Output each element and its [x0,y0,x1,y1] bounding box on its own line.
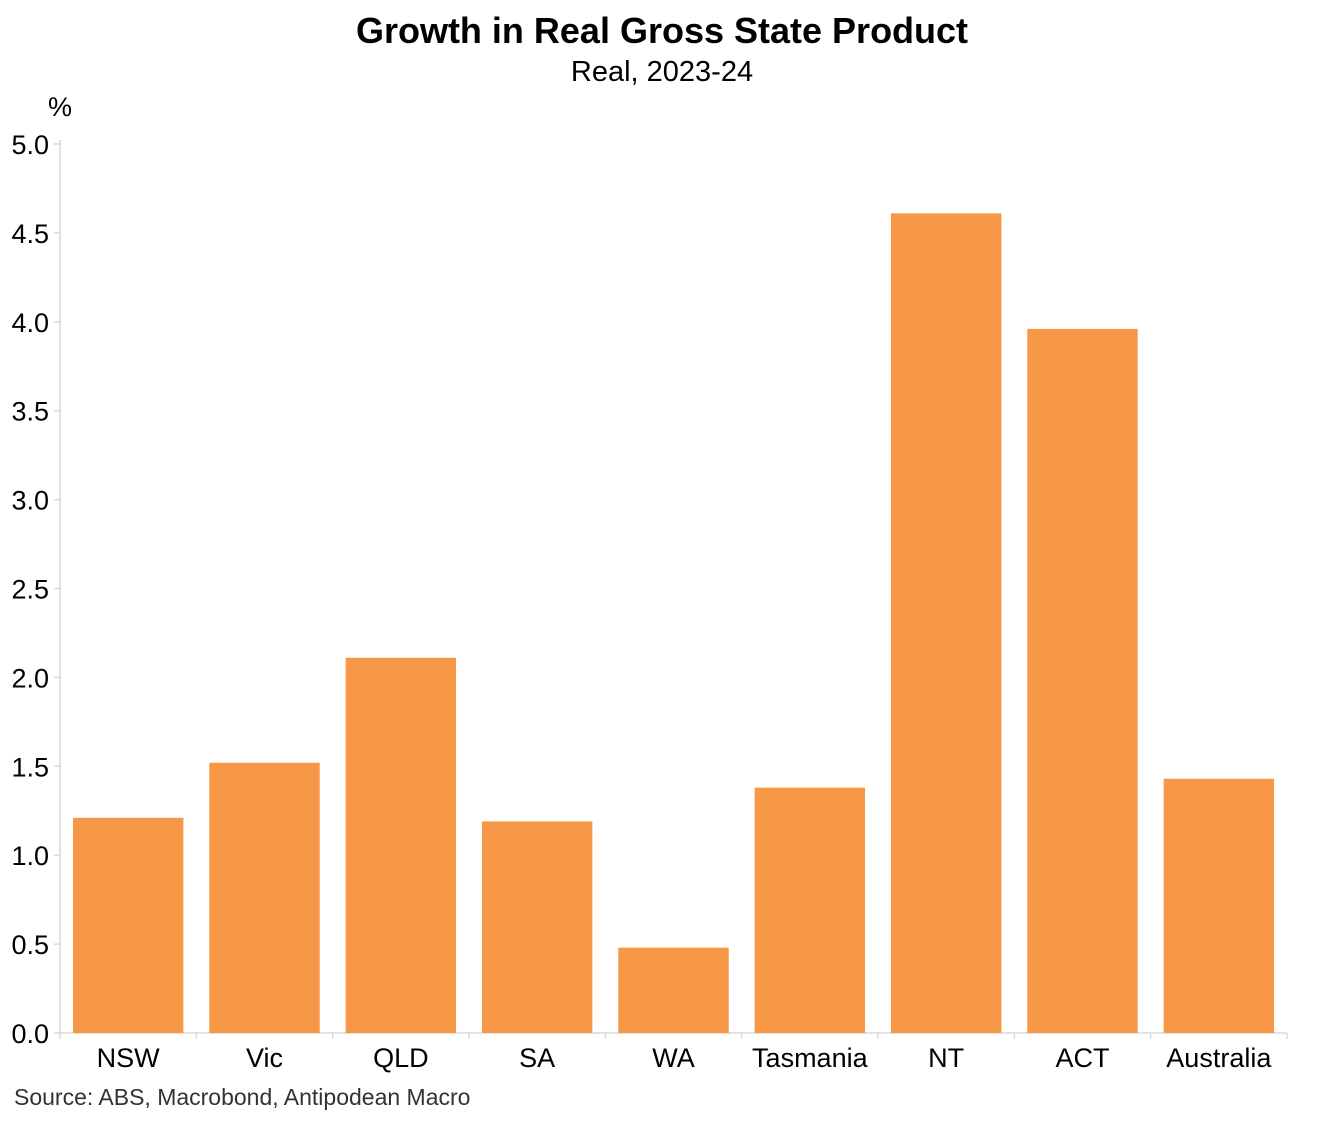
y-tick-label: 3.0 [11,486,49,516]
y-tick-label: 2.0 [11,663,49,693]
bar-tasmania [754,787,866,1033]
x-tick-label: ACT [1056,1043,1110,1073]
x-tick-label: QLD [373,1043,429,1073]
bar-nsw [72,817,184,1033]
y-tick-label: 0.0 [11,1019,49,1049]
y-tick-label: 4.0 [11,308,49,338]
x-tick-label: SA [519,1043,555,1073]
bars-group [72,213,1275,1034]
y-tick-label: 1.0 [11,841,49,871]
x-tick-label: Australia [1166,1043,1272,1073]
x-tick-label: NSW [97,1043,161,1073]
chart-title: Growth in Real Gross State Product [356,10,968,51]
y-axis-unit-label: % [48,92,72,122]
source-note: Source: ABS, Macrobond, Antipodean Macro [14,1084,470,1110]
y-tick-label: 5.0 [11,130,49,160]
y-tick-label: 2.5 [11,575,49,605]
y-tick-label: 0.5 [11,930,49,960]
bar-act [1027,328,1138,1033]
bar-nt [890,213,1002,1034]
bar-vic [209,762,320,1033]
bar-wa [618,947,729,1033]
y-ticks-group: 0.0 0.5 1.0 1.5 2.0 2.5 3.0 3.5 4.0 4.5 5.0 [11,130,60,1049]
x-tick-label: Vic [246,1043,283,1073]
y-tick-label: 1.5 [11,752,49,782]
y-tick-label: 3.5 [11,397,49,427]
x-tick-label: Tasmania [752,1043,869,1073]
y-tick-label: 4.5 [11,219,49,249]
x-tick-label: WA [652,1043,695,1073]
bar-sa [481,821,593,1033]
bar-australia [1163,778,1275,1033]
bar-qld [345,657,457,1033]
chart-subtitle: Real, 2023-24 [571,56,753,88]
x-tick-label: NT [928,1043,964,1073]
x-ticks-group: NSW Vic QLD SA WA Tasmania NT ACT Australia [59,1033,1288,1073]
